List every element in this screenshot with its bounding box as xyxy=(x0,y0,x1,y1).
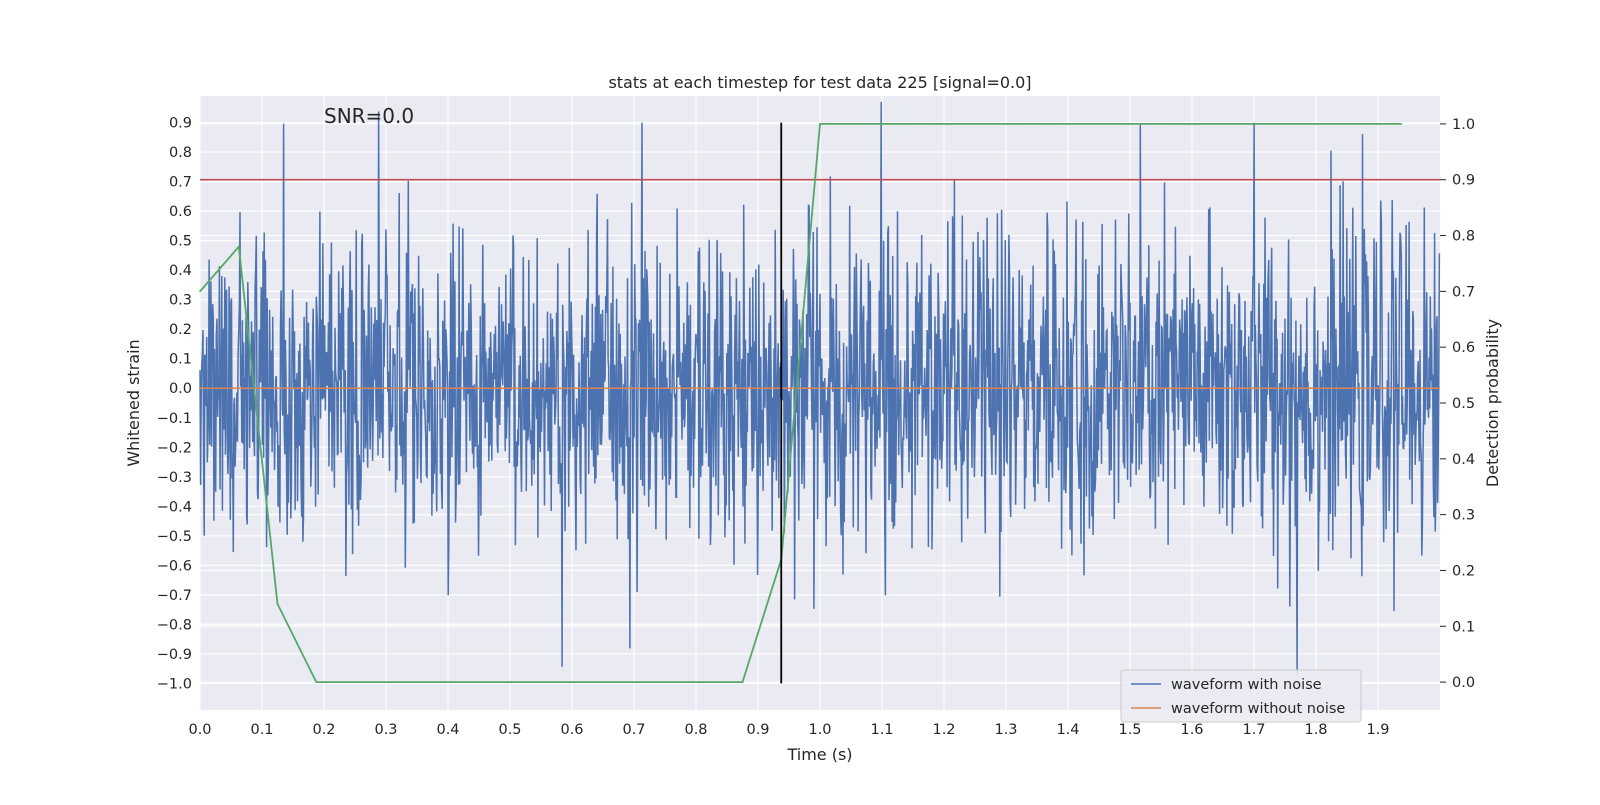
y-tick-label: 0.8 xyxy=(169,145,192,161)
y-tick-label: −0.6 xyxy=(157,558,192,574)
y2-tick-label: 0.7 xyxy=(1452,284,1475,300)
y-tick-label: −0.9 xyxy=(157,647,192,663)
x-tick-label: 0.8 xyxy=(684,722,707,738)
detection-probability-point xyxy=(315,681,318,683)
y-tick-label: −0.7 xyxy=(157,588,192,604)
detection-probability-point xyxy=(625,681,628,683)
x-tick-label: 0.6 xyxy=(560,722,583,738)
snr-annotation: SNR=0.0 xyxy=(324,104,414,128)
x-tick-label: 1.6 xyxy=(1180,722,1203,738)
y-tick-label: −0.2 xyxy=(157,440,192,456)
y2-tick-label: 0.5 xyxy=(1452,396,1475,412)
x-tick-labels: 0.0 0.1 0.2 0.3 0.4 0.5 0.6 0.7 0.8 0.9 1.0 1.1 1.2 1… xyxy=(188,722,1389,738)
x-tick-label: 0.5 xyxy=(498,722,521,738)
y-tick-labels: 0.9 0.8 0.7 0.6 0.5 0.4 0.3 0.2 0.1 0.0 −0.1 −0.2 −0… xyxy=(157,116,192,693)
y-tick-label: 0.3 xyxy=(169,293,192,309)
legend-label-noise: waveform with noise xyxy=(1171,677,1322,693)
y2-tick-label: 0.0 xyxy=(1452,675,1475,691)
detection-probability-point xyxy=(199,290,201,293)
detection-probability-point xyxy=(393,681,395,683)
detection-probability-point xyxy=(1013,123,1015,125)
y-tick-label: 0.1 xyxy=(169,352,192,368)
series-detection-probability xyxy=(199,123,1402,683)
x-tick-label: 1.4 xyxy=(1056,722,1079,738)
x-tick-label: 1.3 xyxy=(994,722,1017,738)
detection-probability-point xyxy=(896,123,899,125)
x-tick-label: 0.3 xyxy=(374,722,397,738)
y-tick-label: 0.9 xyxy=(169,116,192,132)
detection-probability-point xyxy=(470,681,473,683)
y2-tick-labels: 1.0 0.9 0.8 0.7 0.6 0.5 0.4 0.3 0.2 0.1 0.0 xyxy=(1440,117,1475,691)
detection-probability-point xyxy=(703,681,705,683)
chart-title: stats at each timestep for test data 225… xyxy=(608,73,1031,92)
detection-probability-point xyxy=(741,681,744,683)
detection-probability-point xyxy=(1168,123,1170,125)
y-tick-label: −1.0 xyxy=(157,676,192,692)
x-tick-label: 0.9 xyxy=(746,722,769,738)
detection-probability-point xyxy=(1051,123,1054,125)
y2-tick-label: 0.6 xyxy=(1452,340,1475,356)
detection-probability-point xyxy=(935,123,938,125)
detection-probability-point xyxy=(509,681,511,683)
detection-probability-point xyxy=(354,681,356,683)
x-tick-label: 0.4 xyxy=(436,722,459,738)
detection-probability-point xyxy=(1400,123,1403,125)
detection-probability-point xyxy=(548,681,550,683)
y2-tick-label: 0.4 xyxy=(1452,452,1475,468)
x-tick-label: 0.0 xyxy=(188,722,211,738)
detection-probability-point xyxy=(1129,123,1131,125)
y-tick-label: 0.4 xyxy=(169,263,192,279)
y2-axis-label: Detection probability xyxy=(1483,319,1502,487)
legend-box xyxy=(1120,669,1362,723)
x-tick-label: 1.7 xyxy=(1242,722,1265,738)
detection-probability-point xyxy=(431,681,434,683)
x-tick-label: 1.9 xyxy=(1366,722,1389,738)
y-tick-label: −0.1 xyxy=(157,411,192,427)
detection-probability-point xyxy=(1206,123,1209,125)
y-tick-label: −0.5 xyxy=(157,529,192,545)
detection-probability-point xyxy=(1090,123,1093,125)
y-tick-label: −0.4 xyxy=(157,499,192,515)
y-tick-label: 0.2 xyxy=(169,322,192,338)
x-tick-label: 1.5 xyxy=(1118,722,1141,738)
x-tick-label: 0.1 xyxy=(250,722,273,738)
detection-probability-point xyxy=(664,681,666,683)
detection-probability-point xyxy=(1284,123,1286,125)
y2-tick-label: 1.0 xyxy=(1452,117,1475,133)
y2-tick-label: 0.1 xyxy=(1452,619,1475,635)
y-tick-label: 0.5 xyxy=(169,234,192,250)
y2-tick-label: 0.2 xyxy=(1452,563,1475,579)
series-waveform-with-noise xyxy=(199,101,1441,675)
y-tick-label: −0.8 xyxy=(157,617,192,633)
detection-probability-point xyxy=(1245,123,1248,125)
y2-tick-label: 0.3 xyxy=(1452,508,1475,524)
series-layer xyxy=(199,101,1441,684)
detection-probability-point xyxy=(974,123,976,125)
x-tick-label: 1.0 xyxy=(808,722,831,738)
detection-probability-point xyxy=(238,245,240,248)
detection-probability-point xyxy=(858,123,860,125)
y2-tick-label: 0.8 xyxy=(1452,229,1475,245)
y-tick-label: −0.3 xyxy=(157,470,192,486)
y-tick-label: 0.0 xyxy=(169,381,192,397)
x-tick-label: 0.7 xyxy=(622,722,645,738)
legend: waveform with noise waveform without noi… xyxy=(1120,669,1362,723)
x-tick-label: 1.8 xyxy=(1304,722,1327,738)
x-tick-label: 0.2 xyxy=(312,722,335,738)
detection-probability-point xyxy=(586,681,589,683)
detection-probability-point xyxy=(276,603,279,605)
y-axis-label: Whitened strain xyxy=(124,339,143,466)
legend-label-clean: waveform without noise xyxy=(1171,701,1345,717)
detection-probability-point xyxy=(1323,123,1325,125)
x-axis-label: Time (s) xyxy=(786,745,852,764)
y2-tick-label: 0.9 xyxy=(1452,173,1475,189)
x-tick-label: 1.2 xyxy=(932,722,955,738)
detection-probability-point xyxy=(819,123,821,125)
y-tick-label: 0.6 xyxy=(169,204,192,220)
y-tick-label: 0.7 xyxy=(169,175,192,191)
x-tick-label: 1.1 xyxy=(870,722,893,738)
detection-probability-point xyxy=(1361,123,1364,125)
